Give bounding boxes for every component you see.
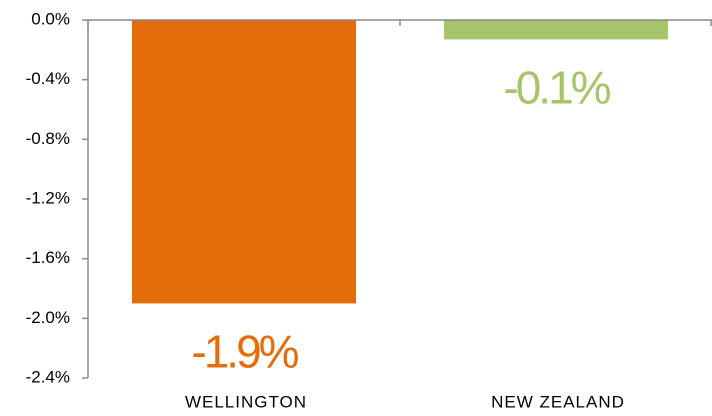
- bar: [444, 20, 668, 40]
- bar: [132, 20, 356, 304]
- y-tick-label: -1.6%: [26, 248, 70, 267]
- y-tick-label: -2.4%: [26, 367, 70, 386]
- y-tick-label: -1.2%: [26, 188, 70, 207]
- y-tick-label: -0.8%: [26, 129, 70, 148]
- y-tick-label: -0.4%: [26, 69, 70, 88]
- y-tick-label: -2.0%: [26, 308, 70, 327]
- x-tick-label: NEW ZEALAND: [491, 392, 625, 411]
- y-tick-label: 0.0%: [31, 9, 70, 28]
- x-tick-label: WELLINGTON: [185, 392, 307, 411]
- data-label: -1.9%: [191, 326, 298, 378]
- data-label: -0.1%: [503, 62, 610, 114]
